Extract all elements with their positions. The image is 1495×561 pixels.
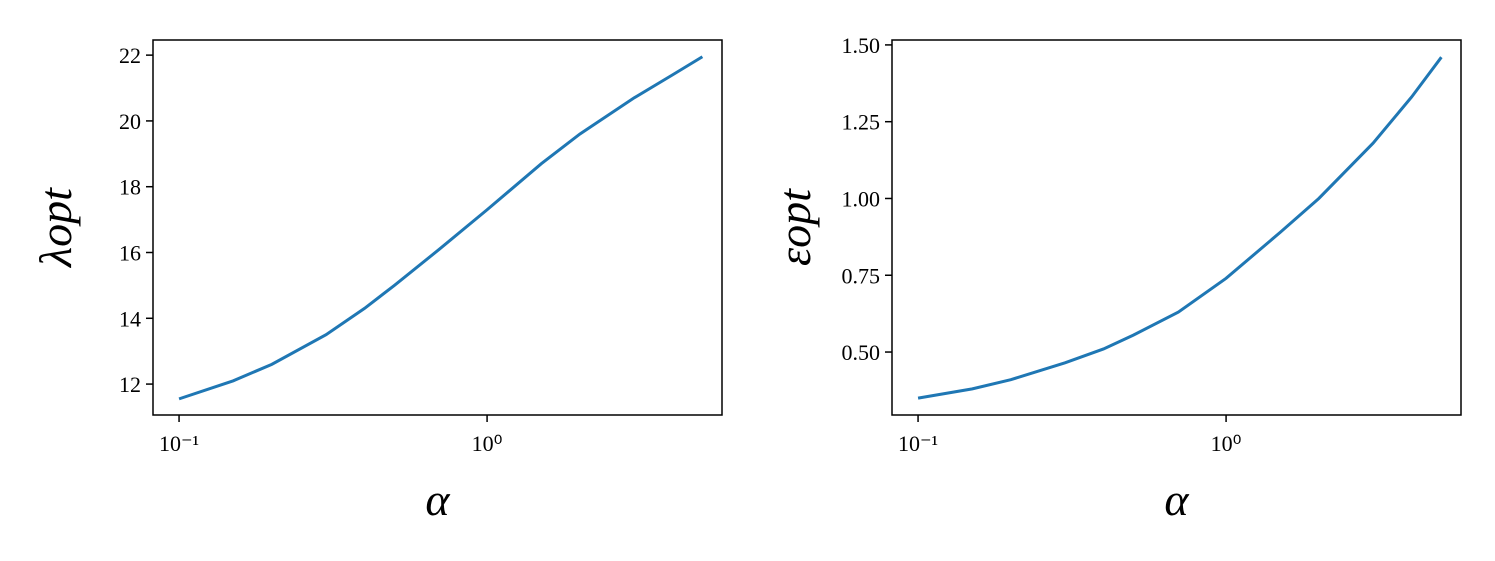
y-tick-label: 22 [119,43,141,68]
y-tick-label: 18 [119,175,141,200]
y-axis-label: εopt [769,188,820,266]
axes-frame [152,39,723,416]
y-tick-label: 0.75 [842,263,881,288]
line-series [178,55,704,401]
y-tick-label: 12 [119,372,141,397]
y-tick-label: 16 [119,241,141,266]
x-tick-label: 10⁻¹ [898,431,938,456]
x-axis-label: α [425,474,450,525]
y-tick-label: 1.00 [842,186,881,211]
x-tick-label: 10⁰ [1211,431,1242,456]
y-axis-label: λopt [30,187,81,269]
y-tick-label: 1.50 [842,33,881,58]
y-tick-label: 20 [119,109,141,134]
x-axis-label: α [1164,474,1189,525]
y-tick-label: 14 [119,306,141,331]
y-tick-label: 0.50 [842,340,881,365]
y-tick-label: 1.25 [842,110,881,135]
axes-frame [891,39,1462,416]
x-tick-label: 10⁻¹ [159,431,199,456]
line-series [917,56,1443,400]
x-tick-label: 10⁰ [472,431,503,456]
